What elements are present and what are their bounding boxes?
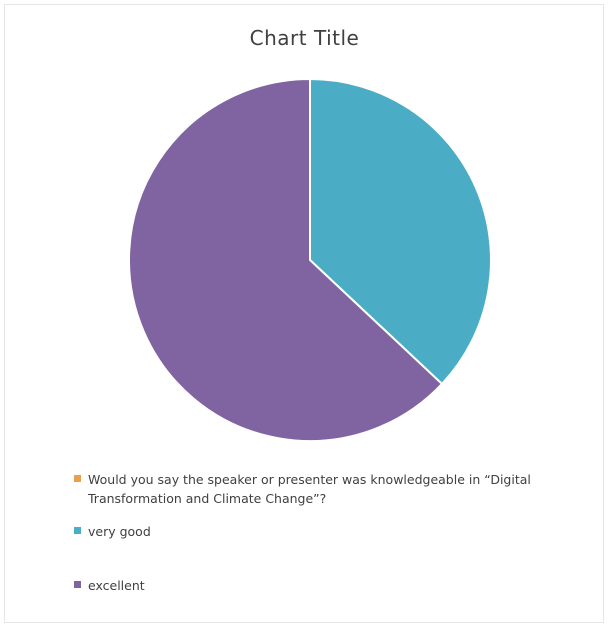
pie-slice-excellent xyxy=(128,77,444,442)
chart-title: Chart Title xyxy=(249,26,360,50)
legend-item-very-good: very good xyxy=(74,522,554,541)
legend-swatch-excellent xyxy=(74,581,81,588)
legend-item-question: Would you say the speaker or presenter w… xyxy=(74,470,554,508)
pie-chart xyxy=(128,77,492,442)
pie-slice-very-good xyxy=(309,77,492,386)
legend-swatch-question xyxy=(74,475,81,482)
legend-label-very-good: very good xyxy=(88,524,151,539)
legend-label-question: Would you say the speaker or presenter w… xyxy=(88,472,531,506)
legend-item-excellent: excellent xyxy=(74,576,554,595)
legend-swatch-very-good xyxy=(74,527,81,534)
legend-label-excellent: excellent xyxy=(88,578,145,593)
